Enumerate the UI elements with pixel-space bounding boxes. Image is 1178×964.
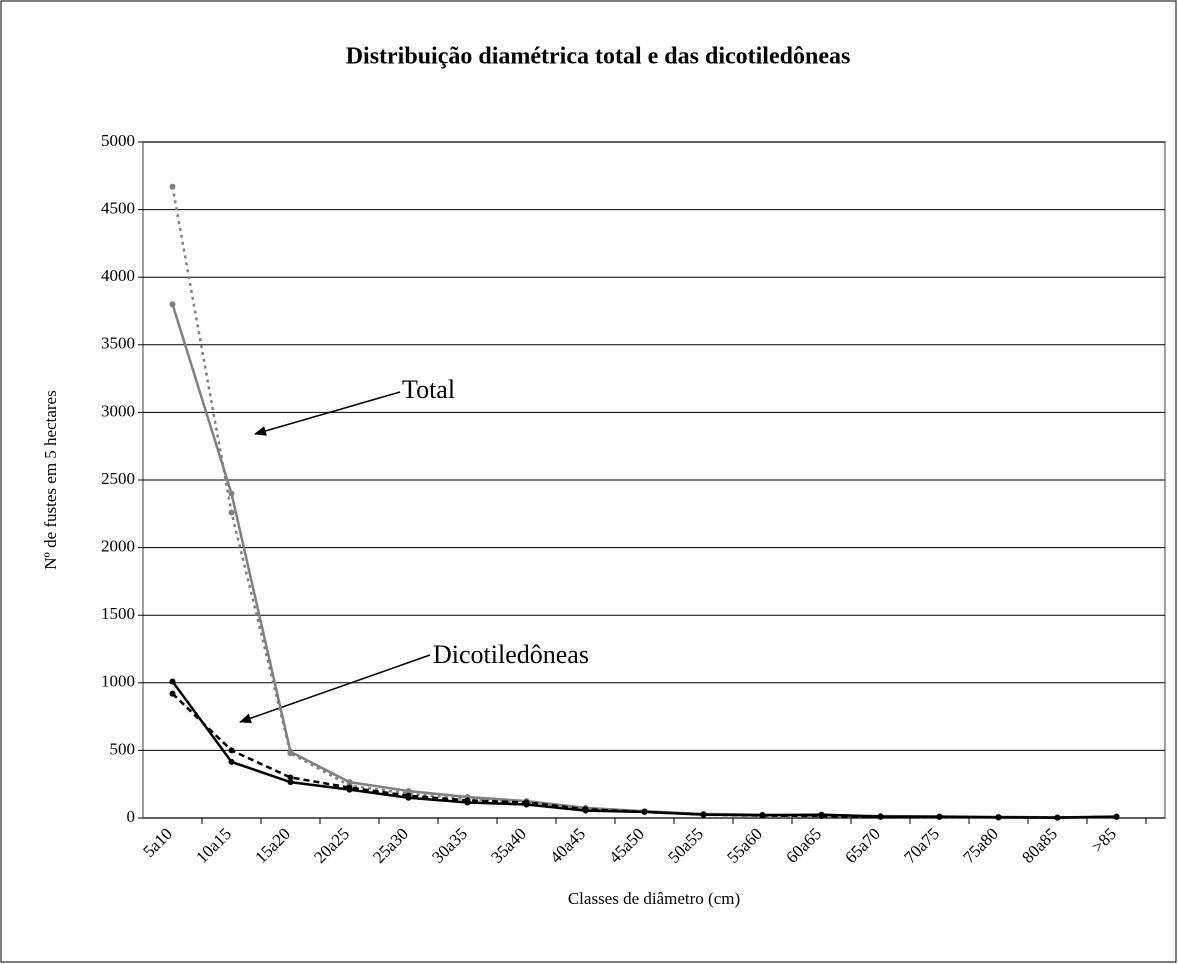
point (346, 784, 353, 791)
y-tick-label: 5000 (101, 131, 135, 150)
y-tick-label: 2500 (101, 469, 135, 488)
point (169, 183, 176, 190)
point (228, 747, 235, 754)
point (818, 812, 825, 819)
point (228, 490, 235, 497)
series-line (171, 186, 1117, 819)
point (700, 811, 707, 818)
point (169, 678, 176, 685)
point (523, 799, 530, 806)
y-tick-label: 4500 (101, 199, 135, 218)
y-tick-label: 3000 (101, 401, 135, 420)
point (405, 792, 412, 799)
y-tick-label: 3500 (101, 334, 135, 353)
point (1054, 814, 1061, 821)
point (287, 774, 294, 781)
point (464, 797, 471, 804)
y-tick-label: 1000 (101, 672, 135, 691)
y-tick-label: 0 (127, 807, 136, 826)
point (287, 750, 294, 757)
annotation: Total (402, 375, 455, 404)
point (936, 813, 943, 820)
point (877, 813, 884, 820)
point (641, 808, 648, 815)
chart-title: Distribuição diamétrica total e das dico… (346, 44, 851, 70)
point (1113, 813, 1120, 820)
point (228, 758, 235, 765)
point (995, 814, 1002, 821)
point (169, 301, 176, 308)
arrow (239, 654, 431, 724)
y-tick-label: 1500 (101, 604, 135, 623)
annotation: Dicotiledôneas (433, 640, 589, 669)
point (582, 806, 589, 813)
y-tick-label: 4000 (101, 266, 135, 285)
point (228, 509, 235, 516)
y-tick-label: 2000 (101, 537, 135, 556)
point (287, 779, 294, 786)
arrow (254, 391, 401, 436)
y-axis-label: Nº de fustes em 5 hectares (41, 390, 60, 569)
point (759, 812, 766, 819)
x-axis-label: Classes de diâmetro (cm) (568, 889, 740, 908)
point (169, 690, 176, 697)
y-tick-label: 500 (110, 739, 136, 758)
